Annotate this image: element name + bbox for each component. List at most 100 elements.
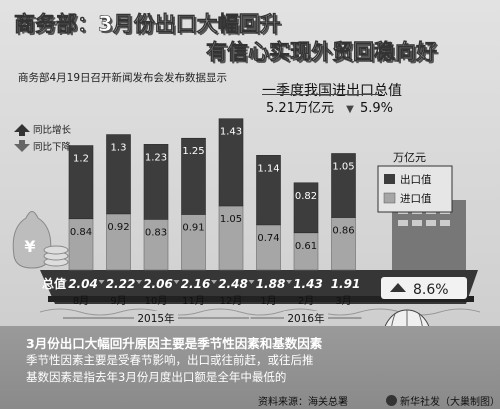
- total-value-label: 2.04: [68, 277, 98, 291]
- ship-hull: [40, 270, 478, 304]
- hot-air-balloon-icon: [383, 309, 431, 330]
- year-label: 2016年: [287, 312, 324, 325]
- month-labels: 8月 9月 10月 11月 12月 1月 2月 3月: [73, 295, 352, 307]
- summary-total: 5.21万亿元: [266, 101, 334, 116]
- growth-badge: 8.6%: [381, 277, 467, 299]
- bar-import: [143, 219, 169, 271]
- legend-swatch-import: [383, 192, 396, 204]
- unit-label: 万亿元: [393, 151, 426, 164]
- legend-swatch-export: [384, 174, 395, 184]
- credit-text: 新华社发（大巢制图）: [400, 397, 500, 408]
- series-legend: 万亿元 出口值 进口值: [377, 151, 453, 213]
- month-label: 12月: [220, 295, 243, 307]
- month-label: 10月: [145, 295, 168, 307]
- bar-export: [106, 134, 131, 215]
- year-label-bg: [284, 311, 328, 325]
- total-value-label: 1.88: [256, 277, 286, 291]
- month-label: 1月: [260, 295, 276, 307]
- growth-value: 8.6%: [413, 282, 449, 298]
- bar-import: [106, 213, 131, 271]
- export-value-label: 0.82: [295, 191, 317, 202]
- export-value-label: 1.2: [73, 154, 89, 165]
- bar-import: [293, 232, 319, 271]
- up-arrow-icon: [14, 124, 30, 136]
- total-down-icon: [61, 280, 67, 284]
- year-labels: 2015年 2016年: [63, 311, 362, 325]
- total-value-label: 2.16: [181, 277, 211, 291]
- summary-change: 5.9%: [359, 101, 393, 116]
- summary-heading: 一季度我国进出口总值: [262, 83, 402, 99]
- year-label: 2015年: [137, 312, 174, 325]
- import-value-label: 0.84: [70, 227, 92, 238]
- summary-underline: [262, 94, 382, 95]
- bar-import: [256, 224, 281, 271]
- total-down-icon: [286, 280, 292, 284]
- legend-label-export: 出口值: [400, 173, 432, 186]
- legend-down-label: 同比下降: [33, 141, 72, 153]
- total-value-label: 2.48: [218, 277, 248, 291]
- explanation-panel: [0, 326, 500, 409]
- title-line-1: 商务部：3月份出口大幅回升: [14, 12, 281, 37]
- bar-import: [331, 217, 356, 271]
- summary-values: 5.21万亿元 ▼ 5.9%: [266, 97, 393, 116]
- month-label: 9月: [110, 295, 126, 307]
- explanation-line-1: 季节性因素主要是受春节影响，出口或往前赶，或往后推: [26, 353, 314, 367]
- import-value-label: 0.92: [107, 222, 129, 233]
- month-label: 2月: [298, 295, 314, 307]
- legend-label-import: 进口值: [400, 192, 432, 205]
- export-value-label: 1.25: [182, 146, 204, 157]
- bar-export: [68, 145, 94, 220]
- month-label: 3月: [335, 295, 351, 307]
- bar-import: [218, 205, 244, 271]
- bar-export: [331, 153, 356, 218]
- growth-legend: 同比增长 同比下降: [14, 124, 72, 153]
- svg-text:¥: ¥: [24, 237, 35, 256]
- totals-label: 总值: [42, 276, 66, 291]
- total-value-label: 2.22: [106, 277, 136, 291]
- credit: 新华社发（大巢制图）: [386, 393, 500, 408]
- export-value-label: 1.3: [111, 143, 127, 154]
- total-down-icon: [248, 280, 255, 284]
- xinhua-logo-icon: [386, 395, 397, 406]
- total-value-label: 1.43: [293, 277, 323, 291]
- month-label: 11月: [182, 295, 205, 307]
- import-value-label: 1.05: [220, 214, 242, 225]
- year-label-bg: [134, 311, 178, 325]
- coin-stack-icon: [43, 245, 69, 267]
- export-value-label: 1.23: [145, 152, 167, 163]
- bar-export: [181, 137, 206, 215]
- import-value-label: 0.61: [295, 241, 317, 252]
- explanation-line-2: 基数因素是指去年3月份月度出口额是全年中最低的: [26, 370, 287, 384]
- bars: 1.2 0.84 2.04 1.3 0.92 2.22 1.23 0.83 2.06 1.25 0.…: [61, 118, 360, 291]
- legend-up-label: 同比增长: [33, 124, 72, 136]
- total-down-icon: [173, 280, 180, 284]
- total-down-icon: [211, 280, 217, 284]
- export-value-label: 1.05: [332, 161, 354, 172]
- bar-import: [68, 218, 94, 271]
- summary-down-icon: ▼: [346, 104, 354, 115]
- import-value-label: 0.91: [182, 222, 204, 233]
- down-arrow-icon: [14, 140, 30, 152]
- growth-up-icon: [390, 283, 406, 292]
- export-value-label: 1.14: [257, 163, 279, 174]
- bar-export: [143, 144, 169, 220]
- month-label: 8月: [73, 295, 89, 307]
- bar-export: [218, 118, 244, 207]
- total-value-label: 2.06: [143, 277, 173, 291]
- subtitle: 商务部4月19日召开新闻发布会发布数据显示: [18, 72, 228, 84]
- money-bag-icon: ¥: [12, 211, 52, 269]
- bar-export: [256, 155, 281, 226]
- import-value-label: 0.74: [257, 233, 279, 244]
- data-source: 资料来源：海关总署: [258, 397, 348, 408]
- chart: ¥ 同比增长 同比下降 万亿元 出口值 进口值 1.2 0.84 2.04 1.3 0.…: [12, 118, 481, 330]
- explanation-heading: 3月份出口大幅回升原因主要是季节性因素和基数因素: [26, 336, 323, 351]
- export-value-label: 1.43: [220, 127, 242, 138]
- total-down-icon: [98, 280, 105, 284]
- bar-export: [293, 182, 319, 234]
- bar-import: [181, 214, 206, 271]
- title-line-2: 有信心实现外贸回稳向好: [206, 40, 438, 65]
- import-value-label: 0.86: [332, 226, 354, 237]
- import-value-label: 0.83: [145, 227, 167, 238]
- total-down-icon: [136, 280, 142, 284]
